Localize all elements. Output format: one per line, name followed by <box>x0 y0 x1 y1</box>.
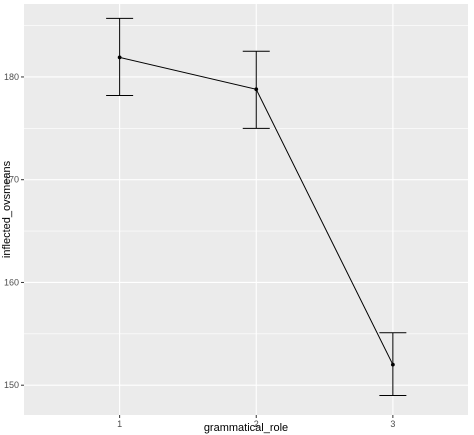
y-axis: 150 160 170 180 <box>4 72 24 390</box>
x-tick-label: 1 <box>117 419 122 429</box>
data-point <box>254 87 259 92</box>
y-axis-label: inflected_ovsmeans <box>1 160 13 258</box>
y-tick-label: 180 <box>4 72 19 82</box>
x-axis-label: grammatical_role <box>204 422 288 434</box>
data-point <box>390 362 395 367</box>
plot-panel <box>24 4 468 415</box>
y-tick-label: 170 <box>4 175 19 185</box>
data-point <box>117 55 122 60</box>
x-tick-label: 2 <box>254 419 259 429</box>
series <box>106 17 407 396</box>
y-tick-label: 150 <box>4 380 19 390</box>
x-tick-label: 3 <box>390 419 395 429</box>
x-axis: 1 2 3 <box>117 415 395 429</box>
y-tick-label: 160 <box>4 277 19 287</box>
